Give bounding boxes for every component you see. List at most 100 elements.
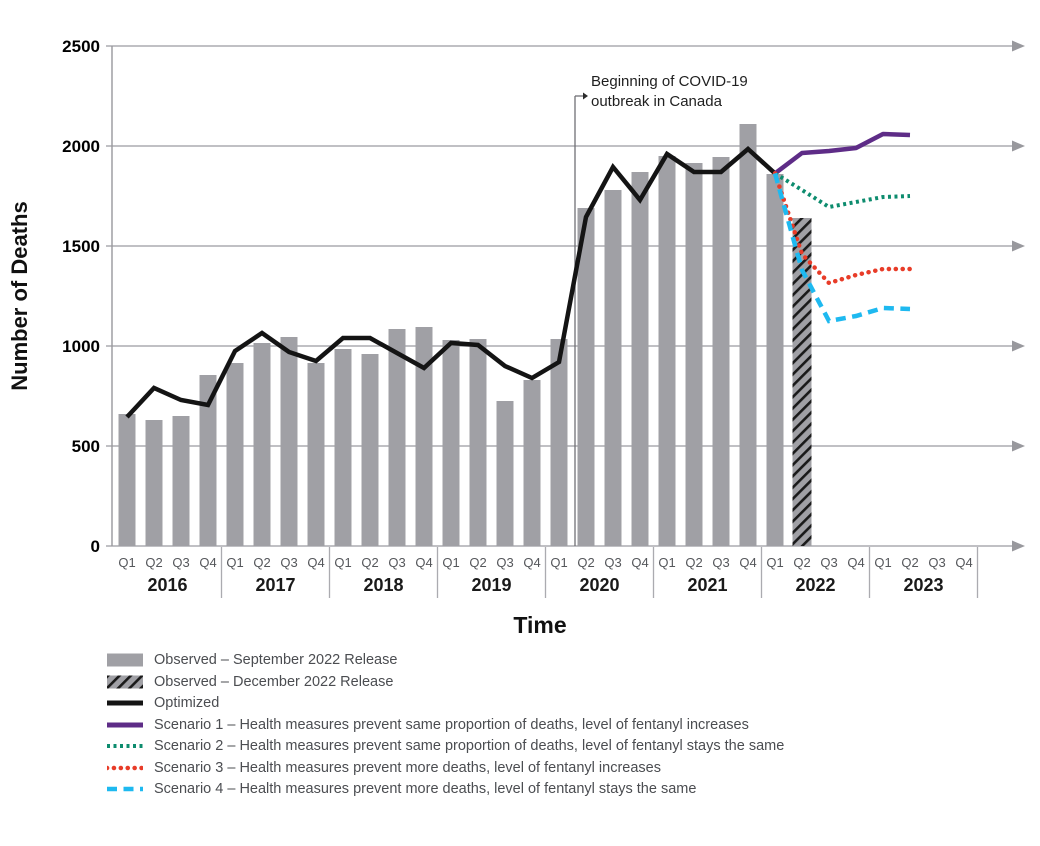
quarter-label: Q4	[631, 555, 648, 570]
quarter-label: Q2	[469, 555, 486, 570]
y-tick-label: 2000	[62, 137, 100, 156]
legend-item: Scenario 2 – Health measures prevent sam…	[107, 738, 785, 754]
year-label: 2016	[147, 575, 187, 595]
bar-observed-september	[118, 414, 136, 546]
legend-line-icon	[107, 700, 143, 706]
gridline-arrow-icon	[1012, 240, 1025, 252]
quarter-label: Q4	[847, 555, 864, 570]
bar-observed-september	[307, 363, 325, 546]
legend-line-icon	[107, 722, 143, 727]
quarter-label: Q4	[307, 555, 324, 570]
quarter-label: Q3	[496, 555, 513, 570]
year-label: 2019	[471, 575, 511, 595]
legend-item: Scenario 3 – Health measures prevent mor…	[107, 759, 784, 776]
y-tick-label: 2500	[62, 37, 100, 56]
y-axis-title: Number of Deaths	[7, 201, 32, 391]
gridline-arrow-icon	[1012, 540, 1025, 552]
quarter-label: Q2	[793, 555, 810, 570]
quarter-label: Q2	[253, 555, 270, 570]
bar-observed-september	[658, 156, 676, 546]
line-optimized	[125, 146, 777, 419]
bar-observed-september	[496, 401, 514, 546]
quarter-label: Q1	[442, 555, 459, 570]
gridline-arrow-icon	[1012, 140, 1025, 152]
gridline-arrow-icon	[1012, 40, 1025, 52]
year-label: 2022	[795, 575, 835, 595]
quarter-label: Q2	[901, 555, 918, 570]
line-scenario-1	[773, 131, 911, 176]
quarter-label: Q3	[388, 555, 405, 570]
quarter-label: Q4	[415, 555, 432, 570]
legend-item: Scenario 4 – Health measures prevent mor…	[107, 781, 784, 797]
line-scenario-4	[772, 172, 911, 324]
bar-observed-september	[631, 172, 649, 546]
quarter-label: Q1	[874, 555, 891, 570]
bar-observed-september	[415, 327, 433, 546]
quarter-label: Q2	[361, 555, 378, 570]
quarter-label: Q4	[955, 555, 972, 570]
legend-label: Scenario 1 – Health measures prevent sam…	[154, 716, 749, 733]
year-label: 2021	[687, 575, 727, 595]
quarter-label: Q1	[334, 555, 351, 570]
covid-annotation-arrow-icon	[583, 92, 588, 100]
bar-observed-september	[550, 339, 568, 546]
quarter-label: Q3	[712, 555, 729, 570]
legend-label: Scenario 3 – Health measures prevent mor…	[154, 759, 661, 776]
quarter-label: Q1	[226, 555, 243, 570]
quarter-label: Q1	[658, 555, 675, 570]
quarter-label: Q3	[820, 555, 837, 570]
line-scenario-3	[772, 171, 913, 286]
legend-label: Scenario 4 – Health measures prevent mor…	[154, 781, 697, 797]
bar-observed-september	[253, 343, 271, 546]
bar-observed-september	[766, 174, 784, 546]
y-tick-label: 1500	[62, 237, 100, 256]
gridline-arrow-icon	[1012, 440, 1025, 452]
y-tick-label: 1000	[62, 337, 100, 356]
legend: Observed – September 2022 Release Observe…	[107, 652, 785, 797]
bar-observed-september	[739, 124, 757, 546]
quarter-label: Q1	[766, 555, 783, 570]
y-tick-label: 500	[72, 437, 100, 456]
legend-swatch-icon	[107, 675, 143, 688]
bar-observed-september	[280, 337, 298, 546]
y-tick-label: 0	[91, 537, 100, 556]
bar-observed-september	[334, 349, 352, 546]
year-label: 2017	[255, 575, 295, 595]
line-scenario-2	[773, 171, 911, 210]
bar-observed-december	[792, 218, 812, 546]
quarter-label: Q4	[199, 555, 216, 570]
legend-item: Observed – December 2022 Release	[107, 674, 784, 690]
bar-observed-september	[523, 380, 541, 546]
quarter-label: Q3	[280, 555, 297, 570]
legend-swatch-icon	[107, 653, 143, 667]
quarter-label: Q1	[118, 555, 135, 570]
bar-observed-september	[199, 375, 217, 546]
bar-observed-september	[469, 339, 487, 546]
bar-observed-september	[361, 354, 379, 546]
covid-annotation-text: Beginning of COVID-19	[591, 73, 748, 90]
quarter-label: Q1	[550, 555, 567, 570]
bar-observed-september	[388, 329, 406, 546]
bar-observed-september	[577, 208, 595, 546]
bar-observed-september	[226, 363, 244, 546]
quarter-label: Q4	[523, 555, 540, 570]
bar-observed-september	[172, 416, 190, 546]
legend-item: Optimized	[107, 695, 784, 711]
bar-observed-september	[145, 420, 163, 546]
quarter-label: Q3	[172, 555, 189, 570]
bar-observed-september	[712, 157, 730, 546]
covid-annotation-text: outbreak in Canada	[591, 93, 723, 110]
quarter-label: Q2	[577, 555, 594, 570]
bar-observed-september	[604, 190, 622, 546]
x-axis-title: Time	[513, 612, 567, 638]
legend-line-icon	[107, 744, 143, 748]
quarter-label: Q3	[928, 555, 945, 570]
legend-label: Scenario 2 – Health measures prevent sam…	[154, 738, 785, 754]
year-label: 2023	[903, 575, 943, 595]
gridline-arrow-icon	[1012, 340, 1025, 352]
legend-label: Observed – September 2022 Release	[154, 652, 398, 668]
quarter-label: Q2	[685, 555, 702, 570]
quarter-label: Q4	[739, 555, 756, 570]
quarter-label: Q3	[604, 555, 621, 570]
